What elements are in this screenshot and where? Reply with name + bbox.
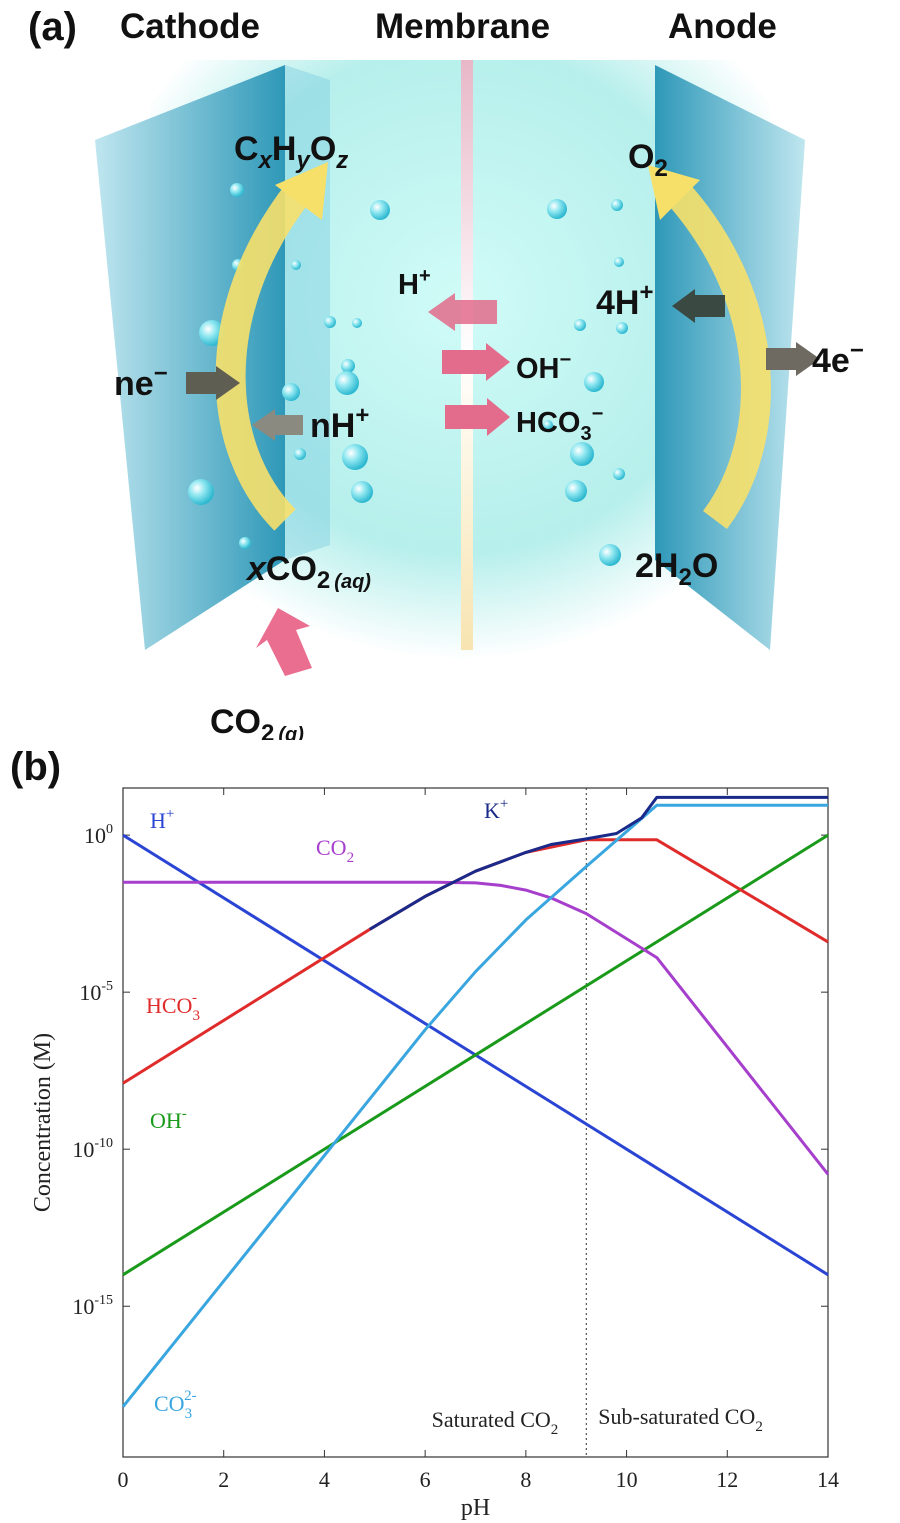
y-tick-label: 10-5	[79, 979, 113, 1005]
h-ion-arrow	[428, 293, 497, 331]
x-axis-label: pH	[461, 1495, 490, 1521]
series-line-k	[369, 795, 828, 931]
series-label-co32: CO32-	[154, 1388, 197, 1422]
h-ion-label: H+	[398, 265, 431, 301]
proton-arrow-anode	[672, 289, 725, 323]
x-tick-label: 12	[716, 1467, 738, 1492]
cathode-reaction-arrowhead	[275, 162, 328, 220]
anode-reaction-arrowhead	[648, 165, 700, 220]
series-label-oh: OH-	[150, 1106, 187, 1133]
anode-proton-label: 4H+	[596, 279, 653, 322]
panel-a-label: (a)	[28, 5, 77, 49]
plot-frame	[122, 787, 829, 1458]
bubbles	[188, 183, 628, 566]
electron-arrow-cathode	[186, 366, 240, 400]
series-line-oh	[122, 833, 829, 1277]
y-tick-label: 100	[84, 822, 113, 848]
x-tick-label: 6	[420, 1467, 431, 1492]
co2-aq-label: xCO2 (aq)	[245, 550, 371, 594]
y-tick-label: 10-10	[72, 1136, 113, 1162]
proton-arrow-cathode	[252, 409, 303, 441]
anode-header: Anode	[668, 7, 777, 46]
series-line-co32	[121, 803, 828, 1408]
x-tick-label: 0	[118, 1467, 129, 1492]
cathode-proton-label: nH+	[310, 402, 369, 445]
anode-product-label: O2	[628, 138, 668, 182]
x-tick-label: 10	[616, 1467, 638, 1492]
oh-ion-arrow	[442, 343, 510, 381]
plot-area: 0 2 4 6 8 10 12 14 100 10-5 10-10 10-15 pH Concentrat…	[30, 787, 839, 1521]
series-line-hco3	[122, 838, 829, 1085]
region-label-subsaturated: Sub-saturated CO2	[598, 1404, 763, 1435]
panel-b-label: (b)	[10, 745, 61, 789]
electron-arrow-anode	[766, 342, 820, 376]
cathode-electron-label: ne−	[114, 360, 168, 403]
hco3-ion-arrow	[445, 398, 510, 436]
cathode-header: Cathode	[120, 7, 260, 46]
membrane-header: Membrane	[375, 7, 550, 46]
series-label-hco3: HCO3-	[146, 990, 200, 1024]
x-tick-label: 14	[817, 1467, 839, 1492]
hco3-ion-label: HCO3−	[516, 403, 603, 445]
cathode-plate	[95, 65, 285, 650]
y-tick-label: 10-15	[72, 1293, 113, 1319]
x-tick-label: 2	[218, 1467, 229, 1492]
water-label: 2H2O	[635, 547, 718, 591]
x-tick-label: 8	[520, 1467, 531, 1492]
oh-ion-label: OH−	[516, 349, 571, 385]
cathode-reaction-arrow	[215, 180, 312, 531]
series-label-h: H+	[150, 806, 174, 833]
co2-gas-arrow	[256, 608, 312, 676]
panel-a-schematic: (a) Cathode Membrane Anode CxHyOz ne− nH…	[28, 5, 864, 740]
y-axis-label: Concentration (M)	[30, 1033, 56, 1212]
cathode-product-label: CxHyOz	[234, 130, 348, 174]
series-label-co2: CO2	[316, 835, 354, 866]
anode-electron-label: 4e−	[812, 337, 864, 380]
region-label-saturated: Saturated CO2	[432, 1407, 559, 1438]
x-tick-label: 4	[319, 1467, 330, 1492]
series-label-k: K+	[484, 796, 508, 823]
anode-reaction-arrow	[663, 179, 771, 529]
series-line-co2	[123, 880, 830, 1176]
co2-gas-label: CO2 (g)	[210, 703, 304, 740]
panel-b-chart: (b) 0 2 4 6 8 10 12 14 100 10-5 10-10 10-15 pH Concen…	[10, 745, 839, 1521]
